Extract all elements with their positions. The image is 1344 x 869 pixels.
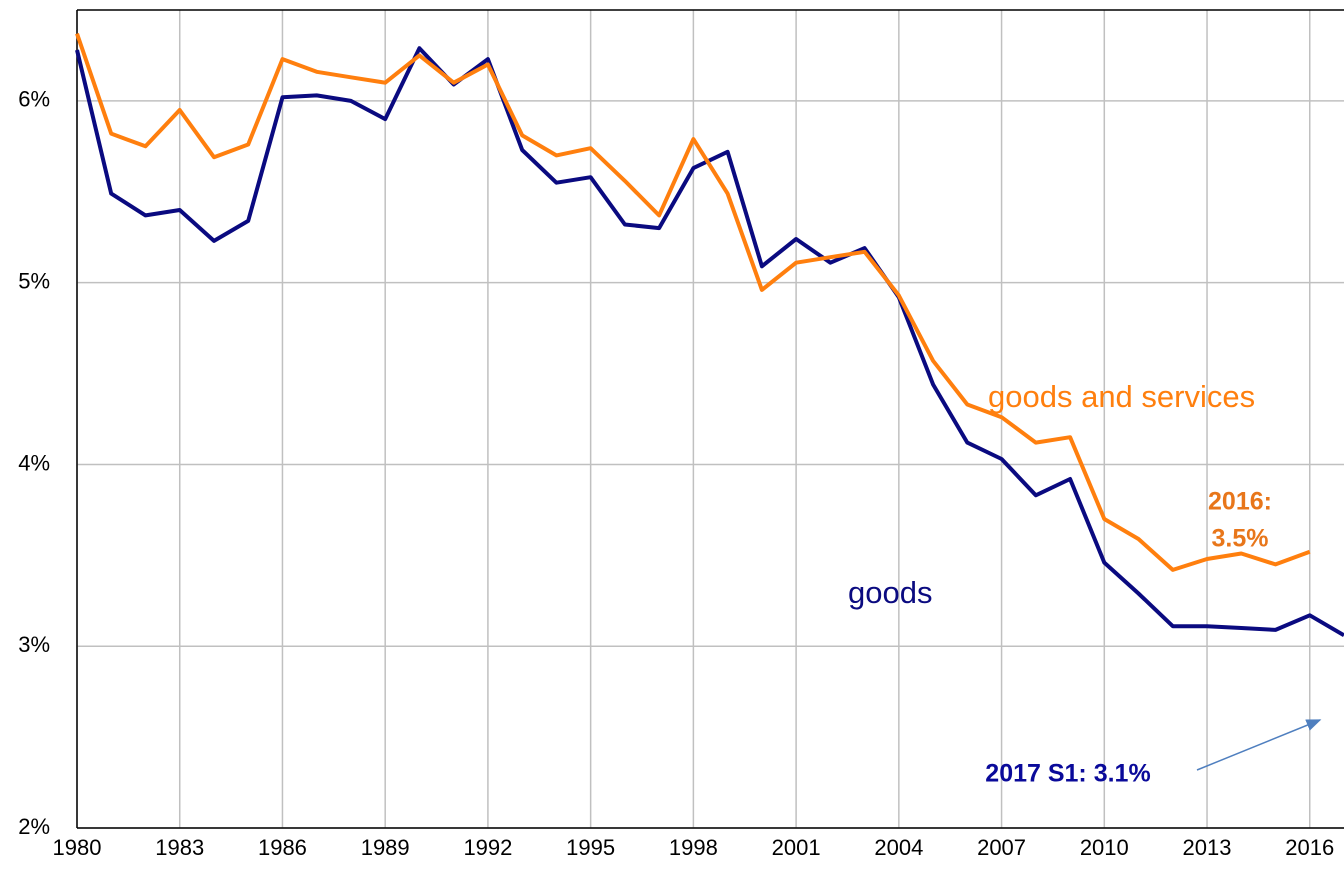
series-line — [75, 46, 1344, 638]
series-label: goods and services — [988, 379, 1255, 414]
x-tick-label: 1983 — [155, 835, 204, 860]
y-tick-label: 3% — [18, 632, 50, 657]
annotation: 2016: — [1208, 488, 1272, 516]
x-tick-label: 2004 — [874, 835, 923, 860]
arrow — [1196, 719, 1322, 771]
x-tick-label: 2016 — [1285, 835, 1334, 860]
x-tick-label: 1989 — [361, 835, 410, 860]
x-tick-label: 1998 — [669, 835, 718, 860]
x-tick-label: 2013 — [1183, 835, 1232, 860]
x-tick-label: 1992 — [463, 835, 512, 860]
y-tick-label: 2% — [18, 814, 50, 839]
grid — [76, 9, 1344, 829]
x-tick-label: 2007 — [977, 835, 1026, 860]
x-tick-label: 2001 — [772, 835, 821, 860]
series-line — [75, 32, 1311, 572]
y-tick-label: 6% — [18, 87, 50, 112]
y-tick-label: 4% — [18, 450, 50, 475]
x-tick-label: 2010 — [1080, 835, 1129, 860]
annotation: 3.5% — [1212, 525, 1269, 553]
x-tick-label: 1980 — [53, 835, 102, 860]
x-tick-label: 1986 — [258, 835, 307, 860]
plot — [75, 32, 1344, 638]
series-label: goods — [848, 575, 932, 610]
annotation: 2017 S1: 3.1% — [985, 760, 1150, 788]
y-tick-label: 5% — [18, 268, 50, 293]
x-tick-label: 1995 — [566, 835, 615, 860]
